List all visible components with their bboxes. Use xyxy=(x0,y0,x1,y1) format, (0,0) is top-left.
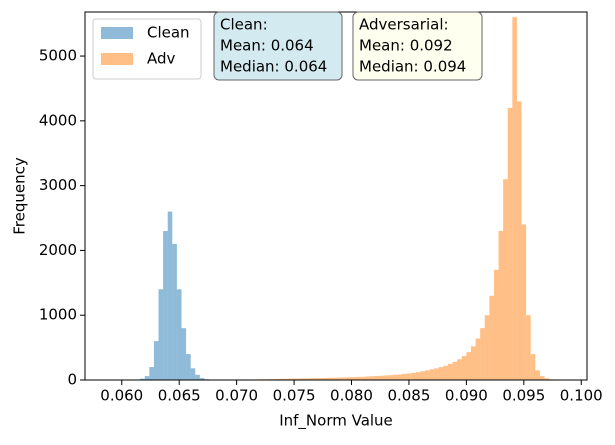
bar xyxy=(453,362,458,380)
bar xyxy=(425,370,430,380)
y-axis-label: Frequency xyxy=(11,157,29,235)
bar xyxy=(517,101,522,380)
bar xyxy=(526,315,531,380)
legend-swatch xyxy=(101,53,133,65)
bar xyxy=(448,364,453,380)
legend: Clean Adv xyxy=(93,19,201,79)
bar xyxy=(370,376,375,380)
bar xyxy=(393,375,398,380)
annotation-text: Mean: 0.064 xyxy=(220,37,314,55)
bar xyxy=(172,244,177,380)
bar xyxy=(168,212,173,380)
bar xyxy=(420,371,425,380)
bar xyxy=(512,17,517,380)
annotation: Clean: Mean: 0.064 Median: 0.064 xyxy=(214,12,342,80)
y-tick-label: 1000 xyxy=(39,306,77,324)
bar xyxy=(522,225,527,380)
y-tick-label: 2000 xyxy=(39,241,77,259)
bar xyxy=(186,354,191,380)
y-tick-label: 5000 xyxy=(39,47,77,65)
legend-swatch xyxy=(101,27,133,39)
bar xyxy=(471,346,476,380)
annotation-text: Median: 0.064 xyxy=(220,58,327,76)
bar xyxy=(365,376,370,380)
annotation-text: Adversarial: xyxy=(359,16,449,34)
bar xyxy=(531,354,536,380)
bar xyxy=(443,366,448,380)
bar xyxy=(466,352,471,380)
y-tick-label: 3000 xyxy=(39,176,77,194)
bar xyxy=(177,289,182,380)
bar xyxy=(154,341,159,380)
bar xyxy=(508,108,513,380)
bar xyxy=(434,368,439,380)
bar xyxy=(145,376,150,380)
x-tick-label: 0.090 xyxy=(445,387,488,405)
bar xyxy=(397,374,402,380)
bar xyxy=(430,369,435,380)
bar xyxy=(149,367,154,380)
y-tick-label: 0 xyxy=(67,371,77,389)
bar xyxy=(181,328,186,380)
x-tick-label: 0.070 xyxy=(215,387,258,405)
bar xyxy=(411,373,416,380)
bar xyxy=(402,374,407,380)
bar xyxy=(159,289,164,380)
x-tick-label: 0.095 xyxy=(502,387,545,405)
annotation-text: Mean: 0.092 xyxy=(359,37,453,55)
x-tick-label: 0.075 xyxy=(273,387,316,405)
bar xyxy=(485,315,490,380)
bar xyxy=(480,328,485,380)
legend-label: Adv xyxy=(147,50,176,68)
bar xyxy=(489,296,494,380)
bar xyxy=(540,376,545,380)
bar xyxy=(416,372,421,380)
annotation-text: Median: 0.094 xyxy=(359,58,466,76)
bar xyxy=(499,231,504,380)
bar xyxy=(379,376,384,380)
bar xyxy=(535,370,540,380)
x-axis-label: Inf_Norm Value xyxy=(279,412,393,431)
x-tick-label: 0.060 xyxy=(100,387,143,405)
bar xyxy=(462,356,467,380)
x-tick-label: 0.100 xyxy=(560,387,603,405)
bar xyxy=(407,374,412,380)
annotation-text: Clean: xyxy=(220,16,268,34)
x-tick-label: 0.065 xyxy=(158,387,201,405)
legend-label: Clean xyxy=(147,24,190,42)
y-tick-label: 4000 xyxy=(39,111,77,129)
x-tick-label: 0.085 xyxy=(387,387,430,405)
annotation: Adversarial: Mean: 0.092 Median: 0.094 xyxy=(353,12,482,80)
bar xyxy=(388,375,393,380)
x-tick-label: 0.080 xyxy=(330,387,373,405)
bar xyxy=(503,179,508,380)
bar xyxy=(195,375,200,380)
bar xyxy=(191,368,196,380)
bar xyxy=(439,367,444,380)
bar xyxy=(163,231,168,380)
bar xyxy=(494,270,499,380)
bar xyxy=(384,375,389,380)
bar xyxy=(374,376,379,380)
bar xyxy=(476,339,481,380)
bar xyxy=(457,359,462,380)
